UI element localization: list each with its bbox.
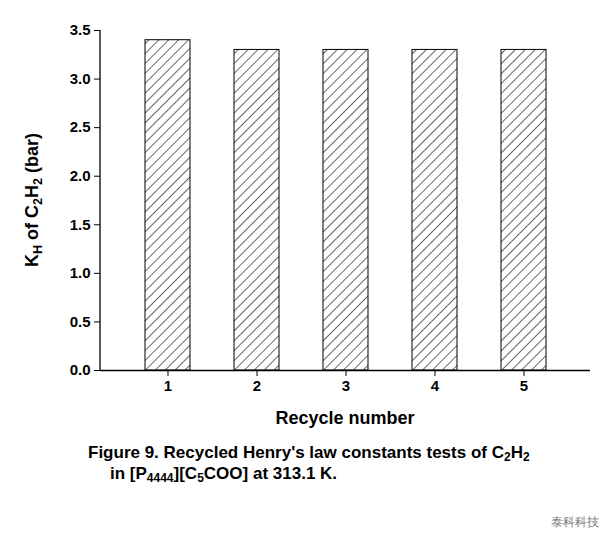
svg-text:2.5: 2.5 — [70, 118, 91, 135]
svg-text:Recycle number: Recycle number — [275, 408, 414, 428]
svg-text:5: 5 — [520, 377, 528, 394]
svg-text:2.0: 2.0 — [70, 167, 91, 184]
svg-text:4: 4 — [431, 377, 440, 394]
svg-text:1.5: 1.5 — [70, 216, 91, 233]
svg-text:1.0: 1.0 — [70, 264, 91, 281]
svg-text:2: 2 — [253, 377, 261, 394]
html-text:Figure 9. Recycled Henry's law: Figure 9. Recycled Henry's law constants… — [88, 443, 530, 464]
svg-text:1: 1 — [164, 377, 172, 394]
svg-text:KH of C2H2 (bar): KH of C2H2 (bar) — [22, 133, 45, 267]
html-text:泰科科技: 泰科科技 — [551, 515, 599, 529]
svg-text:3: 3 — [342, 377, 350, 394]
html-text:in [P4444][C5COO] at 313.1 K.: in [P4444][C5COO] at 313.1 K. — [110, 464, 338, 485]
svg-text:3.0: 3.0 — [70, 70, 91, 87]
svg-text:3.5: 3.5 — [70, 21, 91, 38]
svg-text:0.0: 0.0 — [70, 361, 91, 378]
svg-text:0.5: 0.5 — [70, 313, 91, 330]
